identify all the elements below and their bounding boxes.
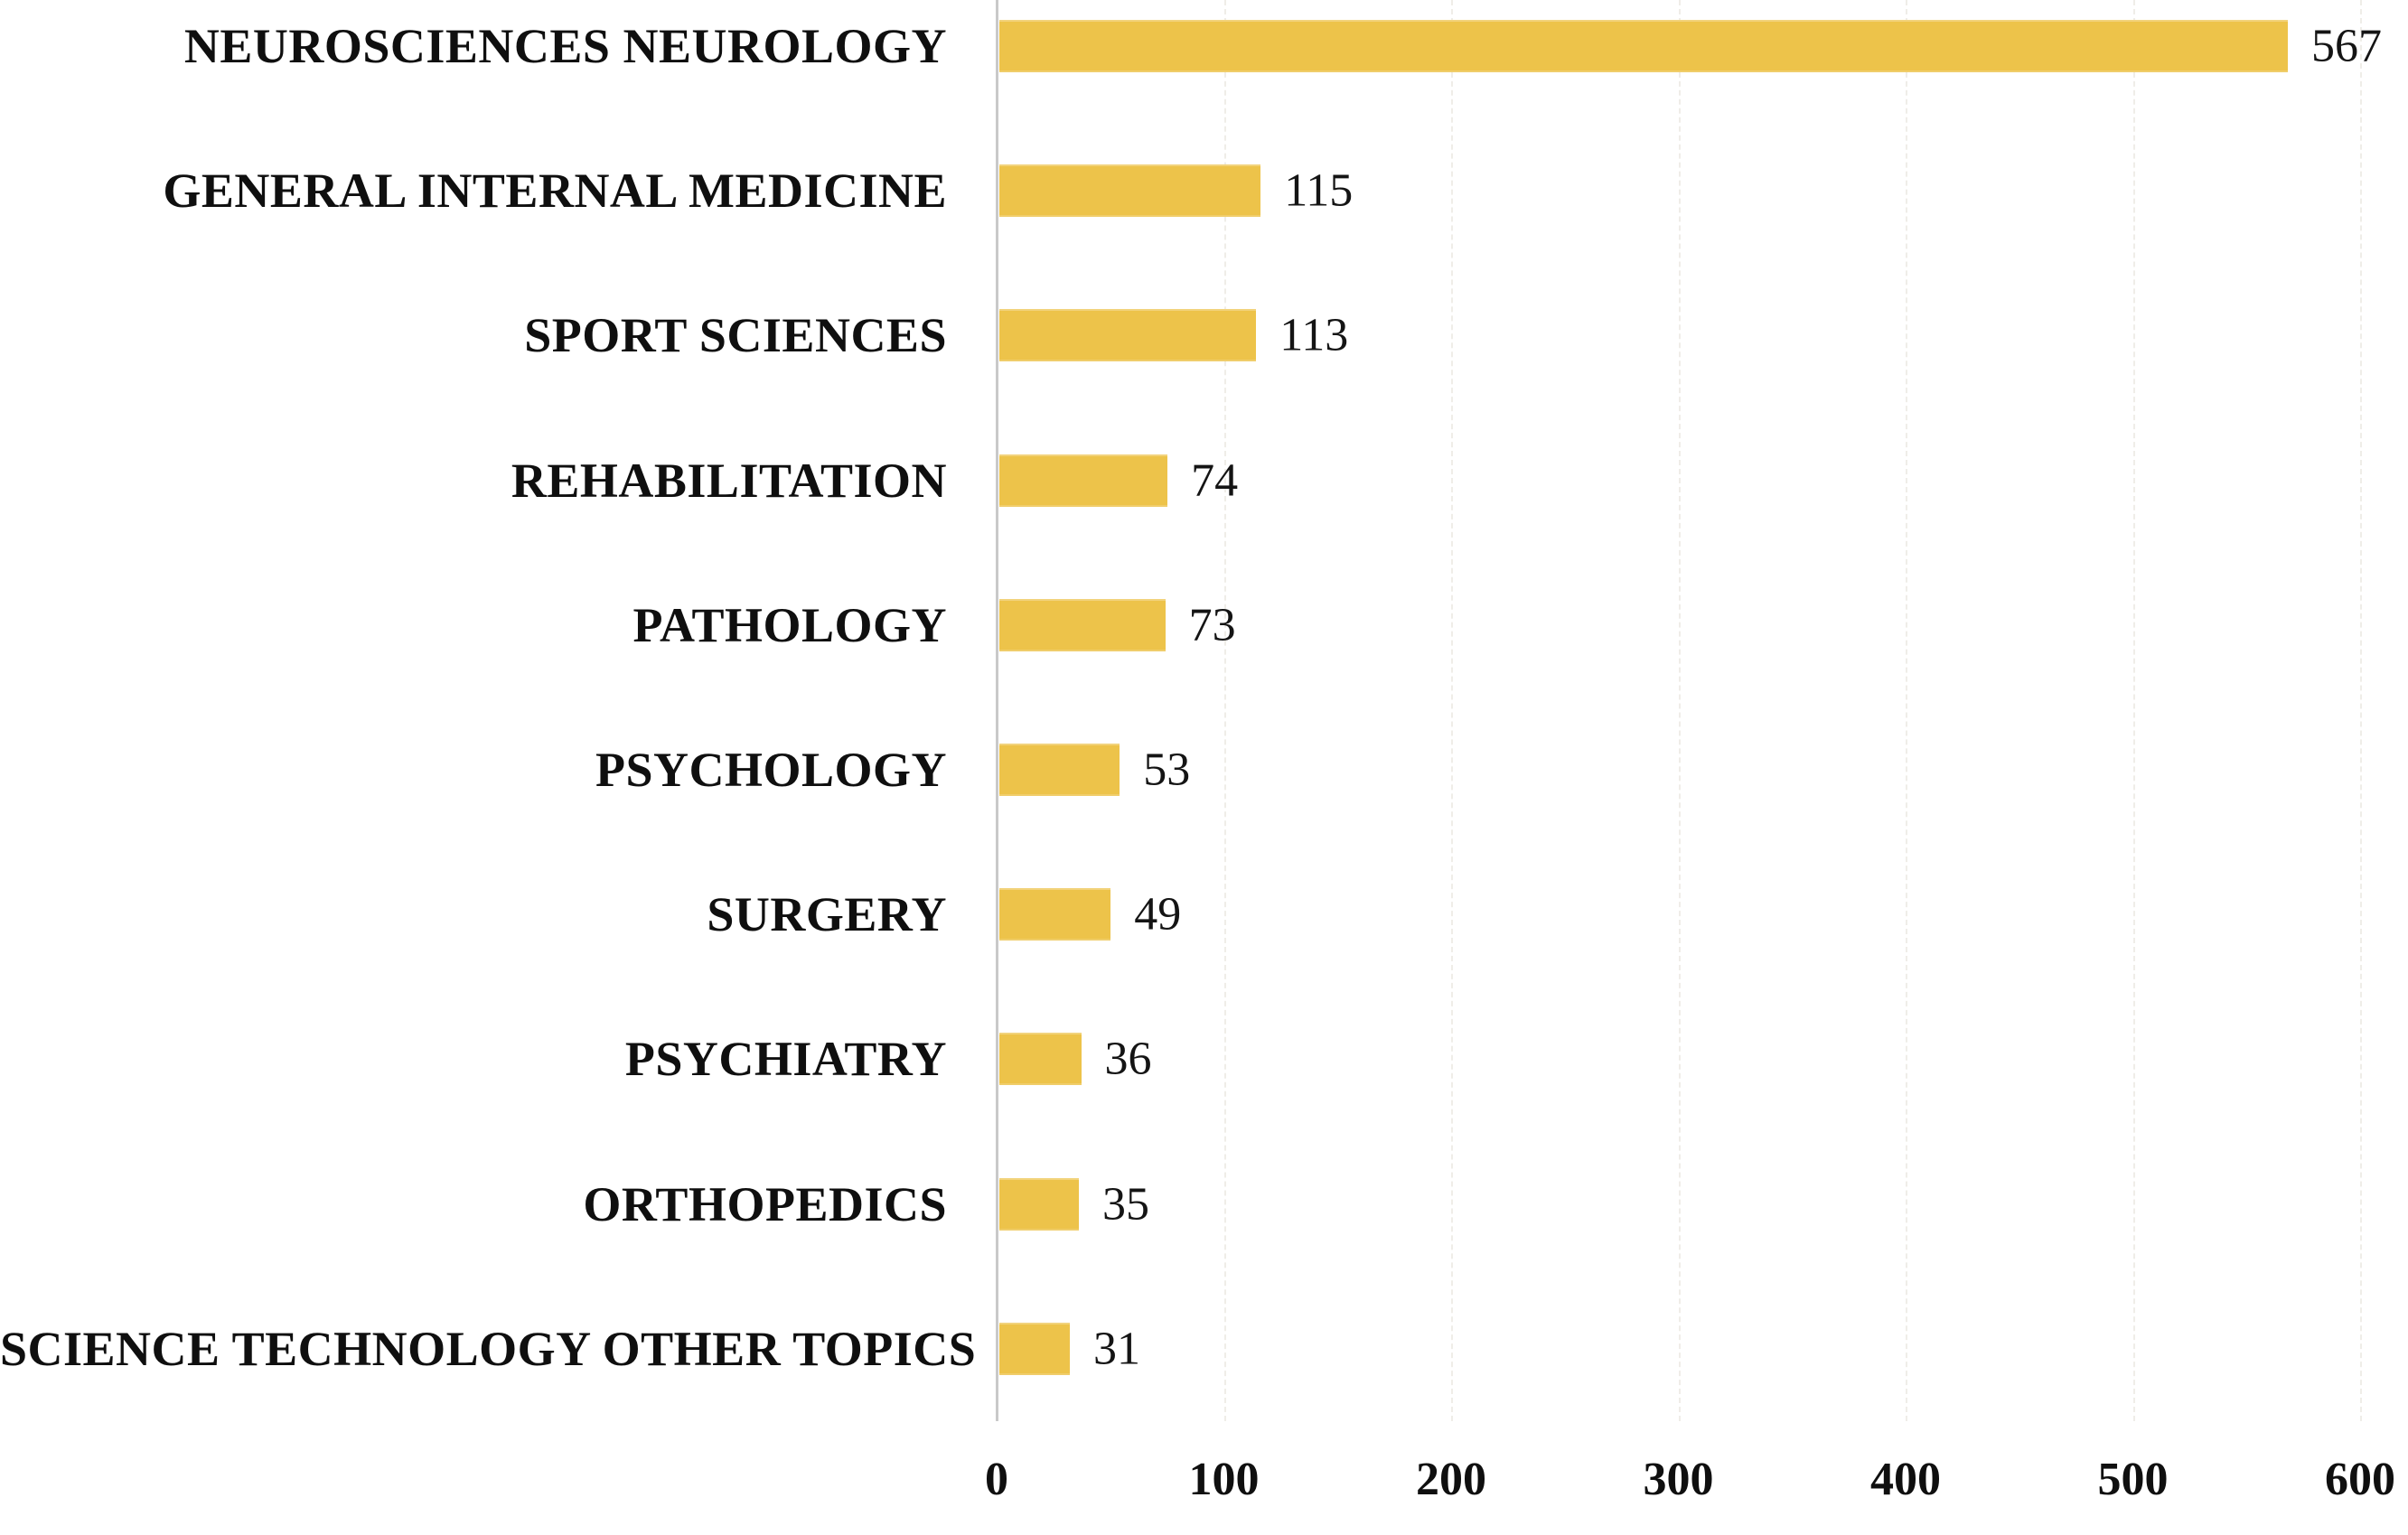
chart-row: PSYCHOLOGY 53 [0,697,2408,842]
bar [999,309,1257,362]
x-tick-label: 300 [1643,1454,1714,1505]
bar [999,888,1111,941]
gridline-100 [1223,0,1226,1421]
category-label: SURGERY [707,887,947,942]
category-label: NEUROSCIENCES NEUROLOGY [183,19,947,74]
category-label: ORTHOPEDICS [583,1176,947,1231]
bar [999,164,1261,218]
category-label: PSYCHIATRY [624,1032,947,1087]
value-label: 35 [1102,1178,1150,1231]
gridline-300 [1678,0,1681,1421]
value-label: 567 [2311,20,2382,72]
category-label: PSYCHOLOGY [595,743,947,798]
value-label: 36 [1104,1033,1152,1085]
bar [999,744,1120,797]
gridline-500 [2132,0,2135,1421]
gridline-200 [1451,0,1453,1421]
value-label: 73 [1188,599,1236,651]
category-label: SPORT SCIENCES [524,308,947,363]
bar [999,20,2288,73]
category-label: GENERAL INTERNAL MEDICINE [163,164,947,219]
gridline-600 [2360,0,2362,1421]
chart-row: NEUROSCIENCES NEUROLOGY 567 [0,0,2408,118]
value-label: 74 [1191,454,1239,507]
chart-row: ORTHOPEDICS 35 [0,1132,2408,1277]
x-tick-label: 600 [2325,1454,2395,1505]
value-label: 53 [1143,744,1191,796]
value-label: 49 [1134,888,1182,941]
value-label: 115 [1284,164,1354,217]
chart-row: SURGERY 49 [0,842,2408,987]
bar [999,1322,1070,1375]
bar [999,1033,1082,1086]
chart-row: GENERAL INTERNAL MEDICINE 115 [0,118,2408,263]
x-tick-label: 400 [1870,1454,1941,1505]
x-tick-label: 100 [1188,1454,1260,1505]
value-label: 113 [1279,309,1349,361]
category-label: SCIENCE TECHNOLOGY OTHER TOPICS [0,1321,977,1376]
x-tick-label: 0 [985,1454,1008,1505]
bar [999,1177,1080,1231]
chart-row: REHABILITATION 74 [0,408,2408,553]
category-label: REHABILITATION [511,453,947,508]
chart-row: SCIENCE TECHNOLOGY OTHER TOPICS 31 [0,1277,2408,1421]
bar [999,454,1168,507]
category-axis-line [996,0,998,1421]
bar [999,598,1166,651]
chart-row: PSYCHIATRY 36 [0,987,2408,1131]
chart-row: SPORT SCIENCES 113 [0,263,2408,407]
gridline-400 [1906,0,1907,1421]
chart-row: PATHOLOGY 73 [0,553,2408,697]
x-tick-label: 500 [2097,1454,2169,1505]
x-tick-label: 200 [1416,1454,1486,1505]
value-label: 31 [1092,1323,1140,1375]
category-label: PATHOLOGY [632,597,947,652]
